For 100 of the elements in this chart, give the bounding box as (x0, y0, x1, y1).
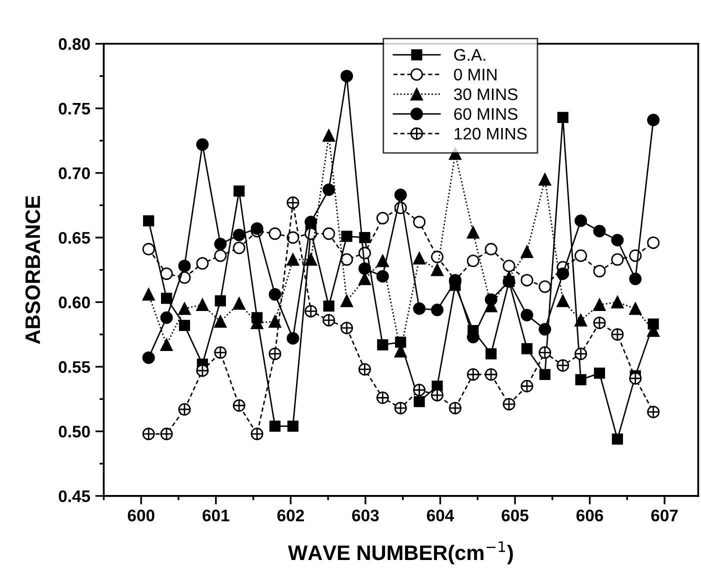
point (430, 250, 444, 264)
point (556, 294, 570, 308)
point (322, 184, 336, 196)
point (395, 336, 406, 348)
point (502, 260, 516, 272)
point (234, 185, 245, 197)
point (286, 196, 300, 209)
point (178, 320, 190, 331)
point (286, 332, 300, 345)
point (413, 216, 426, 228)
point (322, 129, 336, 142)
x-tick-label: 606 (576, 510, 604, 522)
y-tick-label: 0.75 (58, 102, 90, 115)
y-tick-label: 0.55 (58, 361, 90, 373)
point (520, 308, 534, 322)
y-tick-label: 0.60 (58, 296, 90, 308)
point (232, 297, 246, 310)
point (538, 280, 552, 293)
point (323, 300, 334, 312)
point (557, 112, 568, 123)
point (214, 238, 227, 250)
point (358, 363, 371, 376)
point (413, 252, 426, 264)
point (214, 249, 227, 262)
point (647, 114, 660, 126)
point (232, 228, 246, 242)
legend-label: G.A. (454, 48, 486, 61)
point (593, 224, 606, 238)
point (486, 348, 497, 360)
legend-label: 120 MINS (454, 128, 527, 140)
point (376, 270, 389, 283)
point (341, 230, 352, 242)
point (142, 242, 155, 256)
point (268, 315, 282, 328)
point (430, 264, 444, 276)
point (466, 226, 480, 239)
x-axis-title: WAVE NUMBER(cm$^{−1}$) (288, 541, 513, 564)
point (142, 288, 155, 301)
point (178, 302, 191, 315)
point (574, 314, 588, 326)
x-tick-label: 601 (202, 510, 230, 522)
point (611, 253, 624, 266)
point (466, 254, 480, 268)
point (502, 398, 516, 410)
point (142, 351, 155, 364)
point (196, 298, 209, 311)
point (413, 302, 426, 315)
point (376, 392, 389, 404)
point (430, 304, 444, 316)
point (376, 254, 389, 268)
point (304, 304, 318, 318)
point (377, 339, 388, 350)
point (574, 214, 588, 228)
point (629, 372, 642, 385)
point (520, 246, 534, 258)
point (268, 227, 282, 240)
x-tick-label: 607 (651, 510, 678, 522)
point (214, 295, 226, 306)
legend-label: 0 MIN (454, 68, 496, 80)
point (250, 222, 264, 235)
point (574, 249, 588, 262)
point (520, 274, 534, 286)
point (178, 260, 191, 272)
point (538, 323, 552, 336)
point (612, 434, 623, 445)
legend-label: 60 MINS (454, 108, 518, 120)
y-axis-title: ABSORBANCE (25, 196, 40, 344)
point (287, 420, 298, 432)
point (574, 348, 588, 360)
y-tick-label: 0.45 (58, 490, 90, 502)
point (484, 293, 498, 306)
point (286, 253, 300, 266)
point (196, 257, 209, 270)
point (322, 314, 336, 326)
x-tick-label: 603 (352, 510, 379, 522)
x-tick-label: 602 (277, 510, 304, 522)
y-tick-label: 0.70 (58, 167, 90, 180)
y-tick-label: 0.65 (58, 232, 90, 244)
point (629, 302, 642, 315)
point (394, 188, 407, 202)
point (358, 262, 371, 275)
y-tick-label: 0.80 (58, 38, 90, 50)
point (484, 242, 498, 256)
point (521, 343, 533, 354)
point (161, 292, 172, 304)
point (160, 267, 173, 280)
point (539, 368, 550, 380)
point (304, 253, 318, 266)
point (160, 311, 173, 324)
point (414, 396, 425, 408)
point (232, 242, 246, 254)
point (594, 368, 606, 379)
point (340, 253, 354, 266)
x-tick-label: 600 (128, 510, 154, 522)
x-tick-label: 604 (426, 510, 454, 522)
point (647, 236, 660, 249)
point (593, 298, 606, 311)
point (340, 294, 354, 308)
point (611, 234, 624, 246)
y-tick-label: 0.50 (58, 426, 90, 438)
